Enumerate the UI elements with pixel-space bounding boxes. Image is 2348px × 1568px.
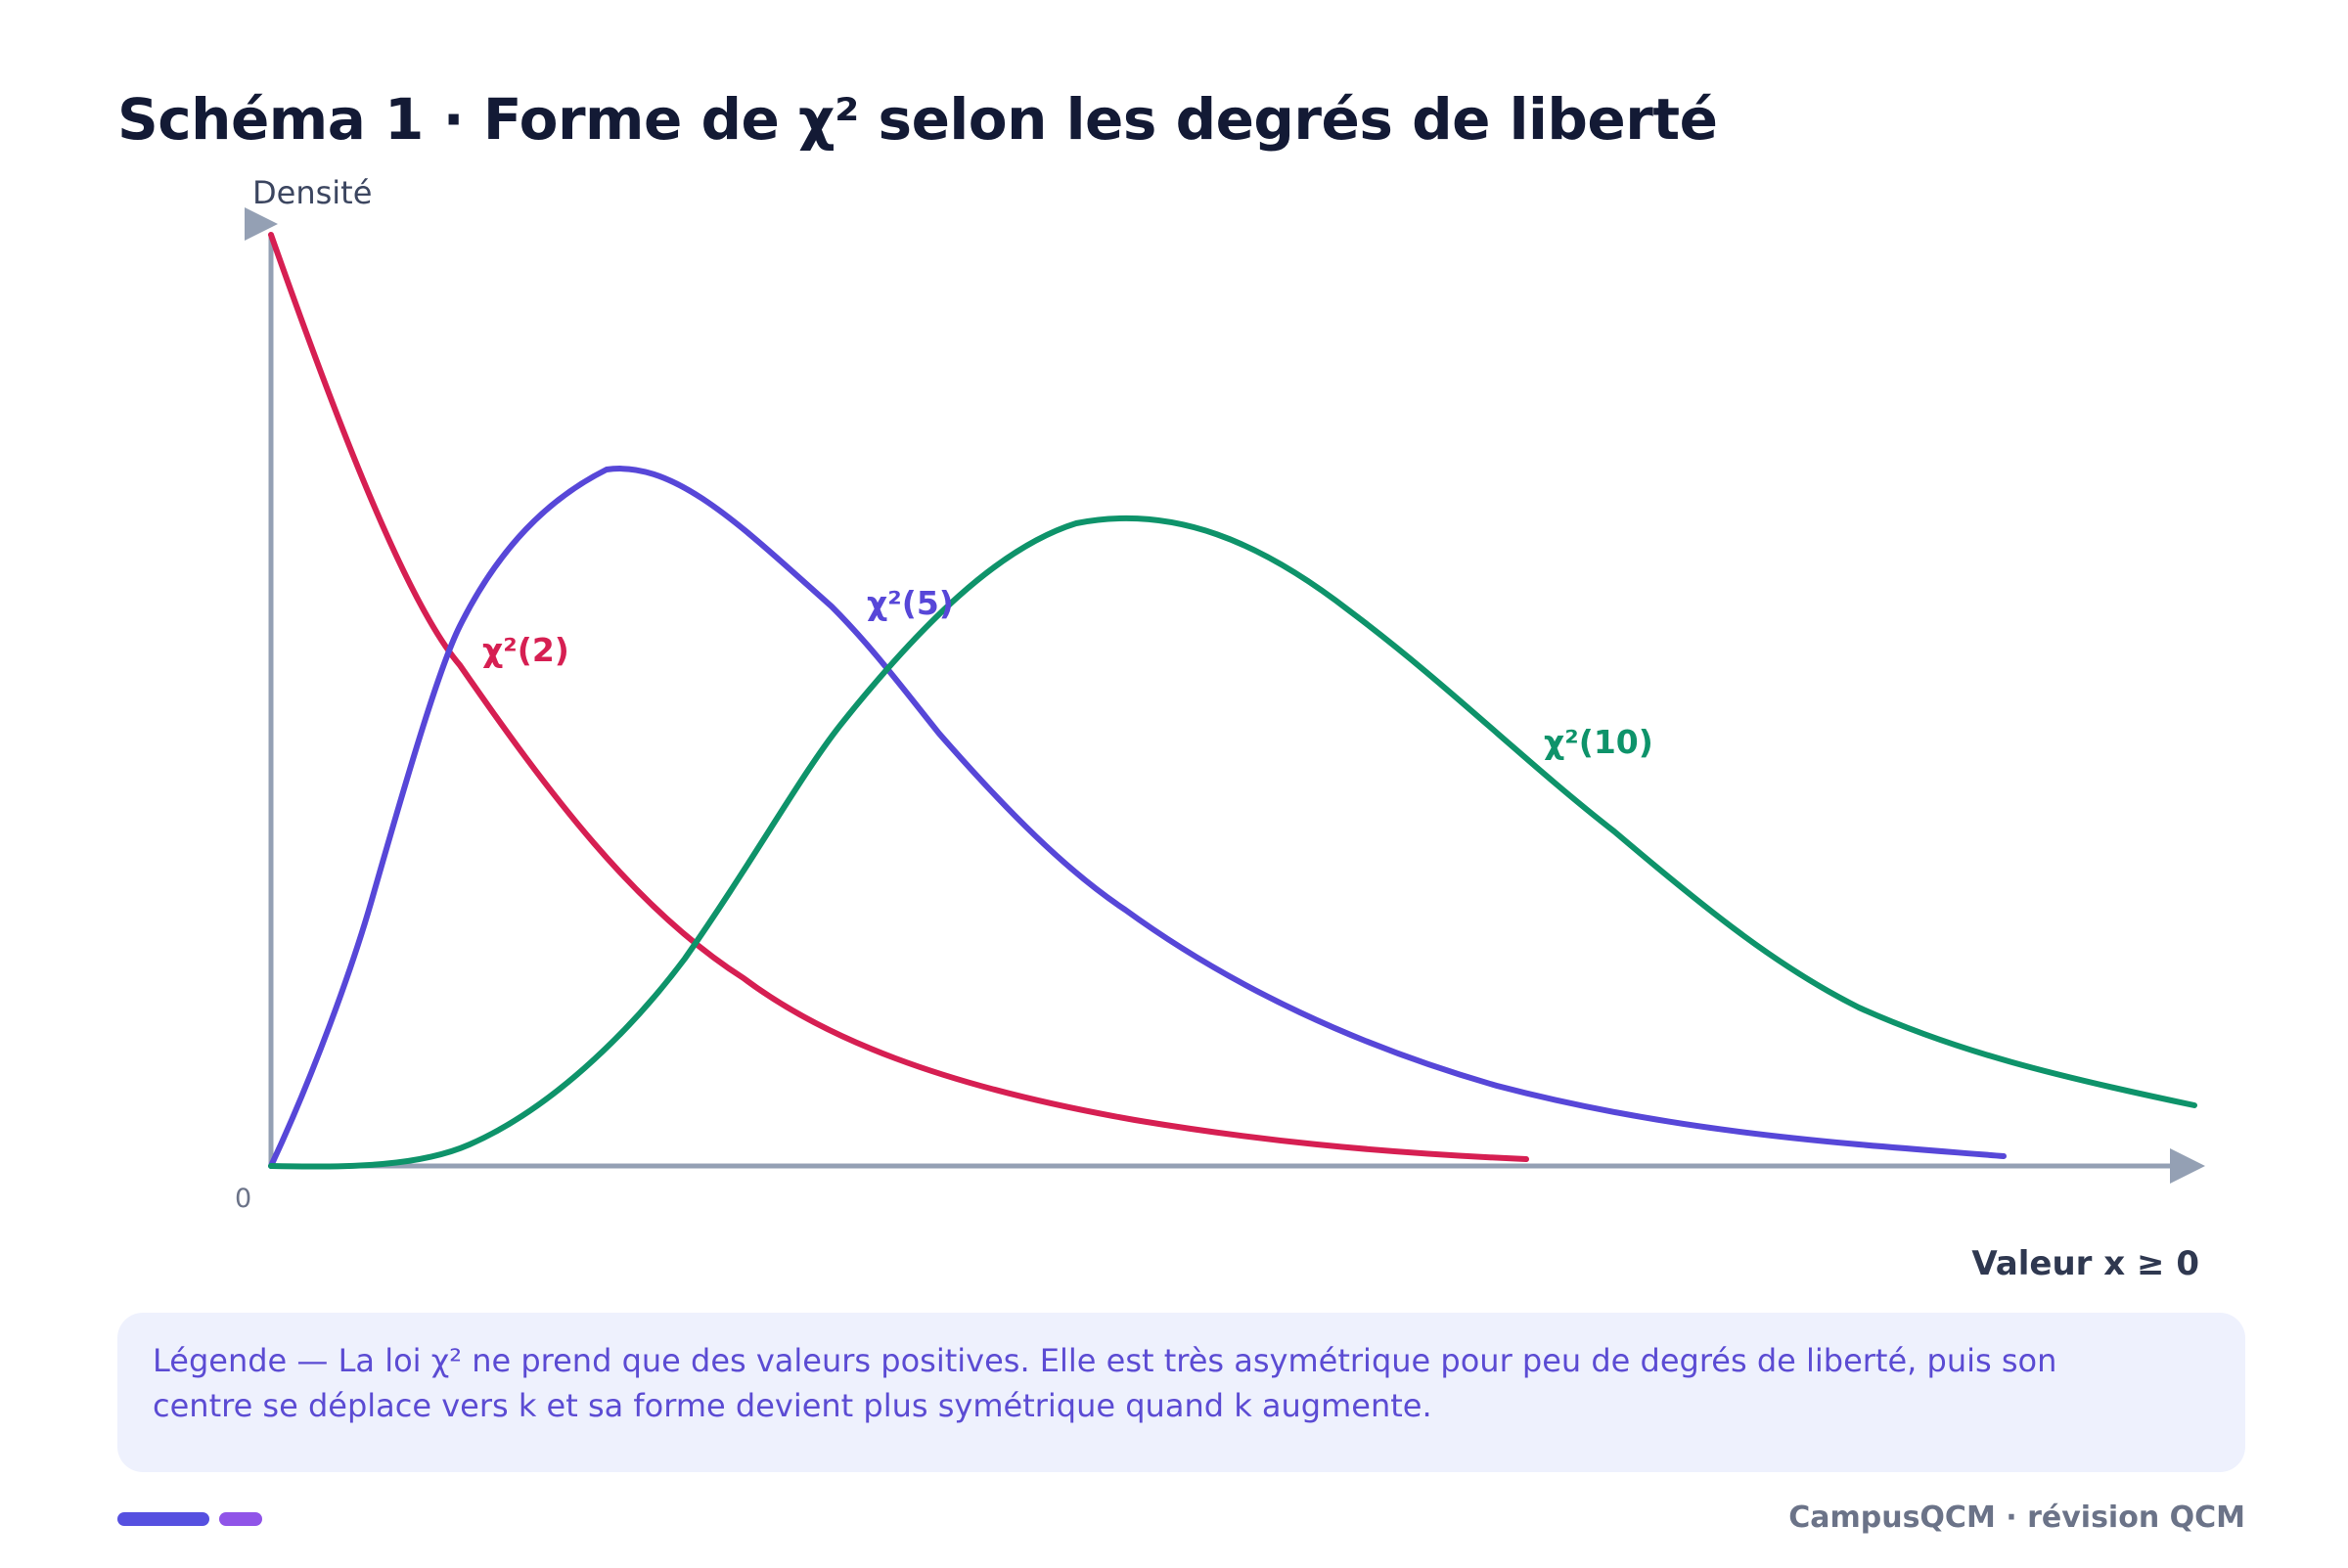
footer-credit: CampusQCM · révision QCM <box>1788 1501 2245 1535</box>
origin-label: 0 <box>235 1184 252 1214</box>
x-axis-arrow-icon <box>2170 1148 2205 1184</box>
progress-pill-secondary <box>219 1512 262 1526</box>
y-axis-label: Densité <box>252 174 373 211</box>
page-title: Schéma 1 · Forme de χ² selon les degrés … <box>117 86 1718 153</box>
progress-pill-primary <box>117 1512 209 1526</box>
legend-box: Légende — La loi χ² ne prend que des val… <box>117 1313 2245 1472</box>
legend-text: Légende — La loi χ² ne prend que des val… <box>153 1342 2057 1424</box>
curve-label-chi2-k2: χ²(2) <box>482 631 569 669</box>
curve-chi2-k10 <box>268 515 2197 1170</box>
y-axis-arrow-icon <box>245 207 278 241</box>
axes <box>245 207 2205 1184</box>
curve-label-chi2-k5: χ²(5) <box>867 584 954 622</box>
curve-label-chi2-k10: χ²(10) <box>1544 723 1653 761</box>
curve-chi2-k2 <box>268 232 1529 1162</box>
x-axis-label: Valeur x ≥ 0 <box>1971 1244 2199 1283</box>
curve-chi2-k5 <box>268 466 2007 1169</box>
